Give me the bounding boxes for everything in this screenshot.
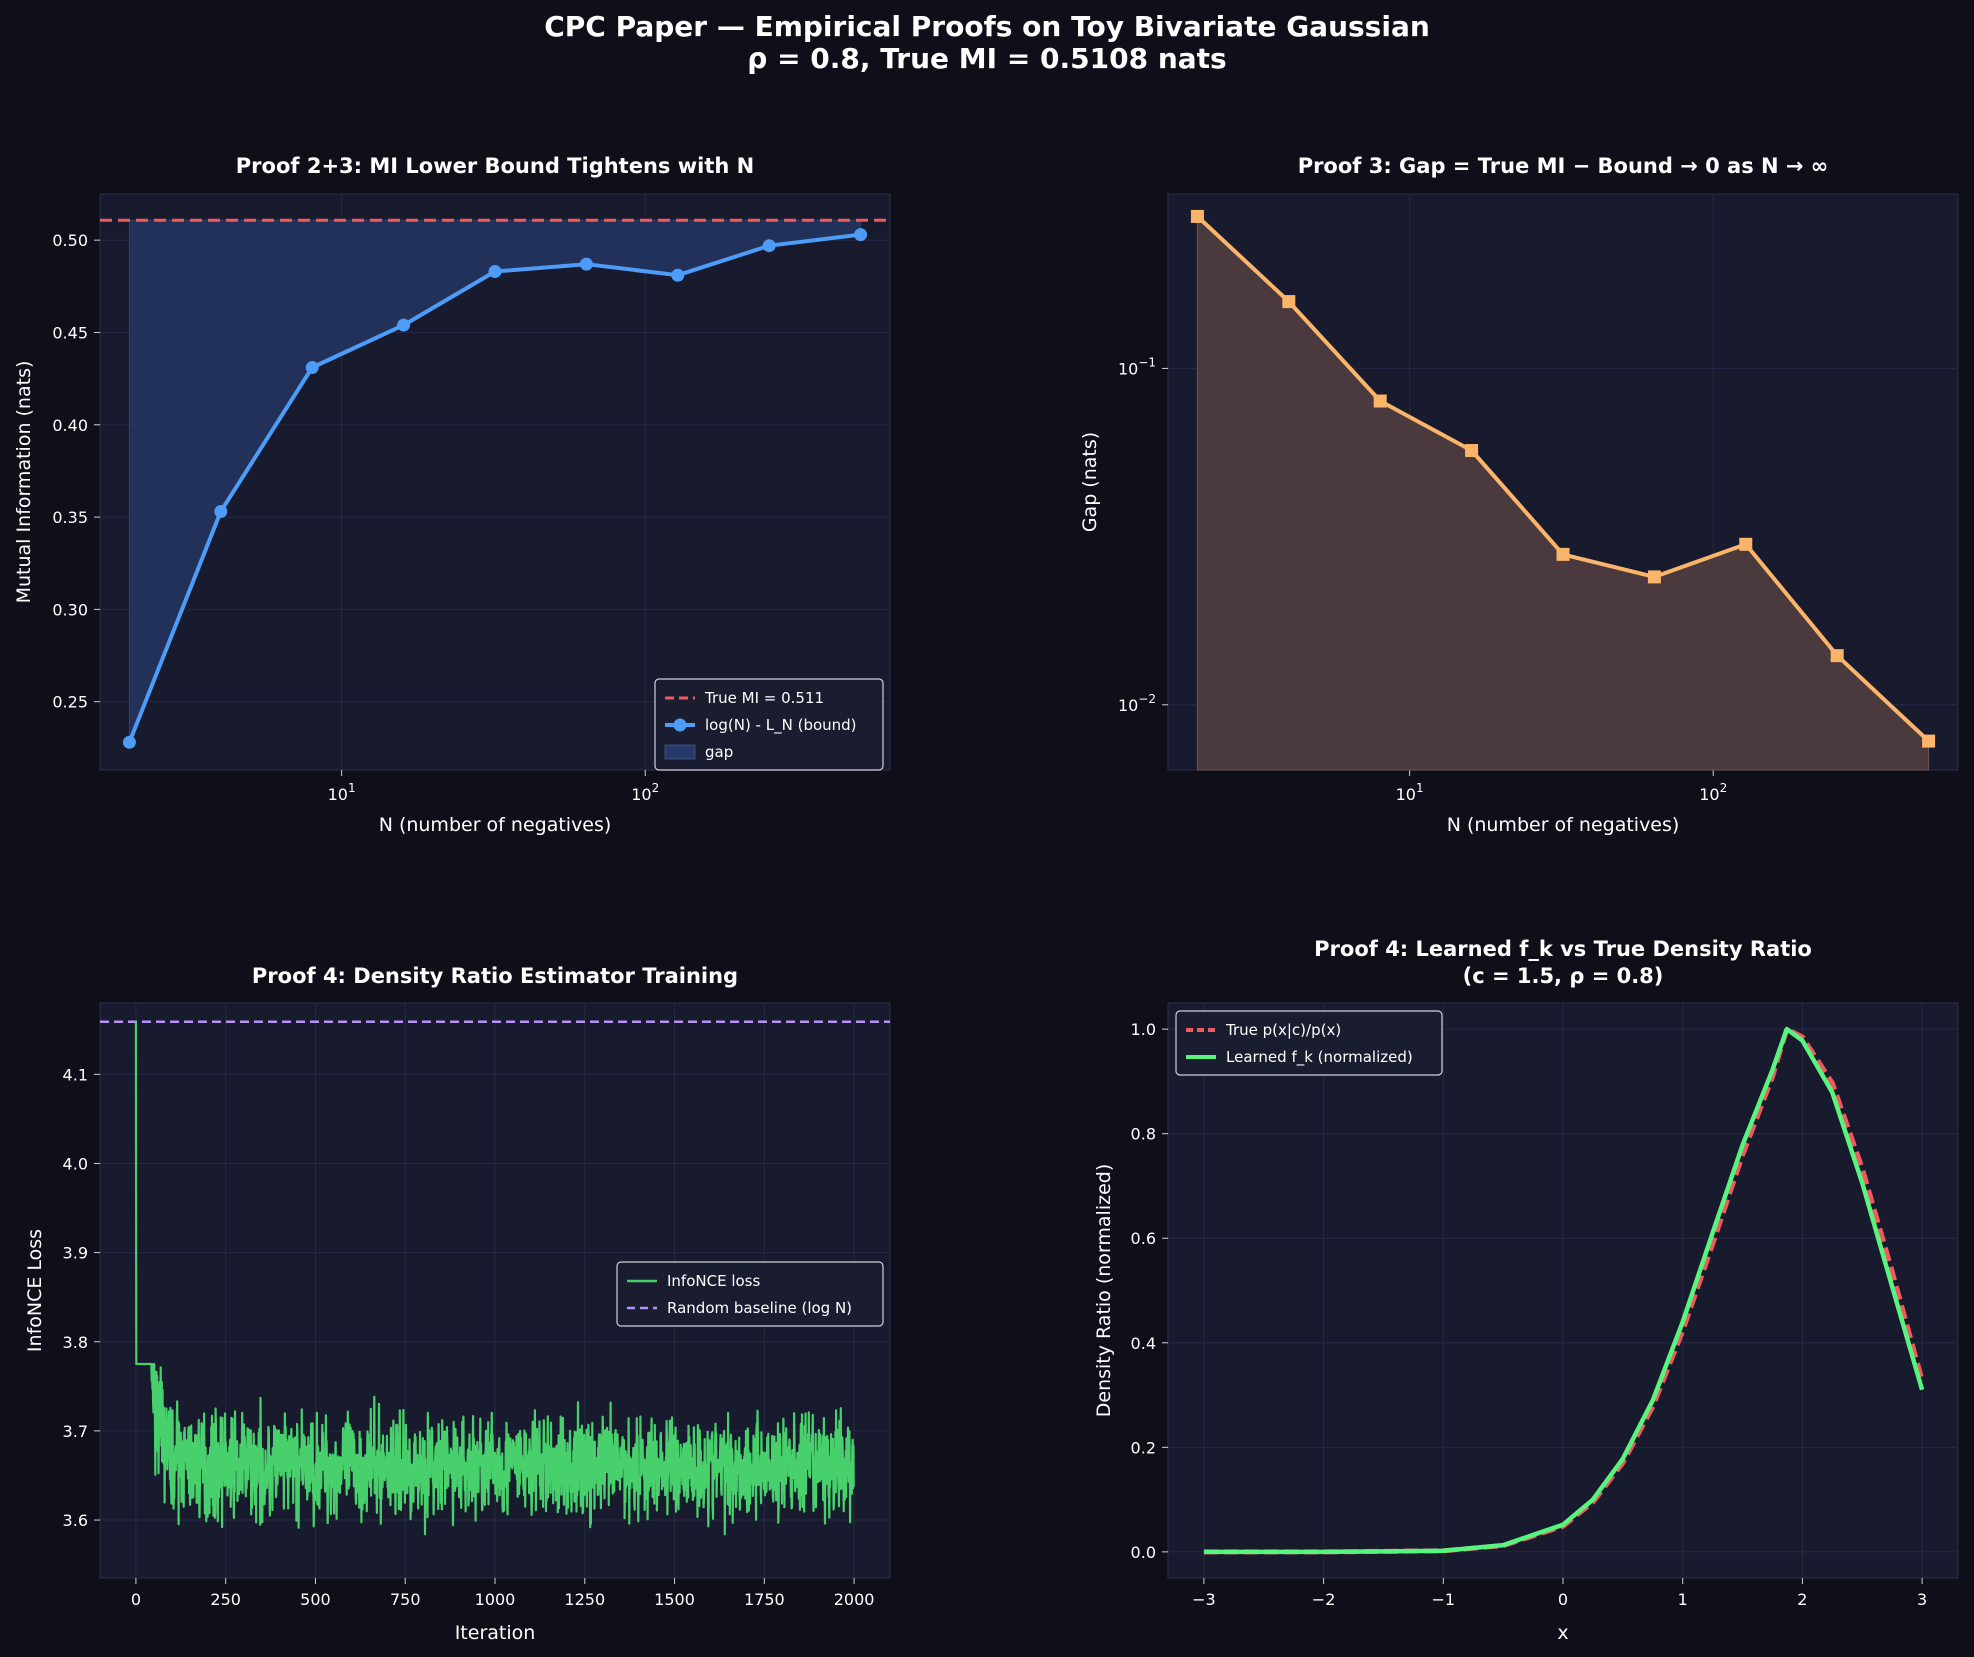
legend-entry: InfoNCE loss bbox=[627, 1272, 760, 1290]
y-axis-label: Gap (nats) bbox=[1079, 432, 1101, 532]
y-axis-label: InfoNCE Loss bbox=[24, 1229, 46, 1352]
y-tick-label: 10−2 bbox=[1118, 692, 1156, 715]
gap-point bbox=[1922, 734, 1936, 748]
y-tick-label: 0.0 bbox=[1131, 1543, 1156, 1562]
panel-subtitle: (c = 1.5, ρ = 0.8) bbox=[1463, 964, 1664, 988]
x-axis-label: Iteration bbox=[455, 1622, 536, 1644]
legend-label: Random baseline (log N) bbox=[667, 1299, 852, 1317]
y-tick-label: 3.9 bbox=[63, 1244, 88, 1263]
x-tick-label: 250 bbox=[210, 1590, 241, 1609]
legend-entry: True p(x|c)/p(x) bbox=[1186, 1021, 1341, 1039]
y-tick-label: 3.8 bbox=[63, 1333, 88, 1352]
panel-title: Proof 4: Learned f_k vs True Density Rat… bbox=[1314, 937, 1812, 961]
y-tick-label: 0.2 bbox=[1131, 1438, 1156, 1457]
panel-title: Proof 4: Density Ratio Estimator Trainin… bbox=[252, 964, 738, 988]
legend-entry: True MI = 0.511 bbox=[665, 689, 824, 707]
legend-label: InfoNCE loss bbox=[667, 1272, 760, 1290]
gap-point bbox=[1556, 547, 1570, 561]
panel-training: 0 250 500 750 1000 1250 1500 1750 2000 3.6 3.7 3.8 3… bbox=[24, 964, 891, 1644]
y-tick-label: 0.45 bbox=[52, 323, 88, 342]
y-tick-label: 0.40 bbox=[52, 416, 88, 435]
bound-point bbox=[397, 318, 411, 332]
gap-point bbox=[1190, 209, 1204, 223]
gap-point bbox=[1465, 444, 1479, 458]
y-tick-label: 3.7 bbox=[63, 1422, 88, 1441]
y-tick-label: 0.6 bbox=[1131, 1229, 1156, 1248]
x-tick-label: 1000 bbox=[475, 1590, 516, 1609]
bound-point bbox=[488, 265, 502, 279]
legend-entry: gap bbox=[664, 743, 733, 761]
legend-label: Learned f_k (normalized) bbox=[1226, 1048, 1413, 1067]
y-tick-label: 0.50 bbox=[52, 231, 88, 250]
x-axis-label: N (number of negatives) bbox=[379, 814, 612, 836]
x-tick-label: 0 bbox=[131, 1590, 141, 1609]
x-tick-label: 0 bbox=[1558, 1590, 1568, 1609]
bound-point bbox=[762, 239, 776, 253]
legend-label: log(N) - L_N (bound) bbox=[705, 716, 857, 735]
x-tick-label: −1 bbox=[1432, 1590, 1456, 1609]
x-tick-label: 2000 bbox=[834, 1590, 875, 1609]
bound-point bbox=[671, 268, 685, 282]
y-tick-label: 0.35 bbox=[52, 508, 88, 527]
x-tick-label: 102 bbox=[631, 781, 659, 804]
gap-point bbox=[1647, 570, 1661, 584]
bound-point bbox=[214, 505, 228, 519]
y-tick-label: 0.30 bbox=[52, 600, 88, 619]
legend-marker bbox=[673, 718, 687, 732]
gap-point bbox=[1282, 295, 1296, 309]
y-axis-label: Mutual Information (nats) bbox=[13, 361, 35, 604]
panel-title: Proof 3: Gap = True MI − Bound → 0 as N … bbox=[1298, 154, 1829, 178]
legend-box bbox=[1175, 1010, 1443, 1076]
bound-point bbox=[854, 228, 868, 242]
bound-point bbox=[305, 361, 319, 375]
gap-point bbox=[1373, 394, 1387, 408]
x-tick-label: 102 bbox=[1699, 781, 1727, 804]
x-axis-label: N (number of negatives) bbox=[1447, 814, 1680, 836]
y-tick-label: 0.25 bbox=[52, 693, 88, 712]
x-tick-label: −3 bbox=[1192, 1590, 1216, 1609]
x-tick-label: 3 bbox=[1917, 1590, 1927, 1609]
x-tick-label: 2 bbox=[1797, 1590, 1807, 1609]
y-tick-label: 0.4 bbox=[1131, 1334, 1156, 1353]
learned-ratio-line bbox=[1203, 1026, 1925, 1555]
y-axis-label: Density Ratio (normalized) bbox=[1093, 1164, 1115, 1418]
bound-point bbox=[579, 257, 593, 271]
y-tick-label: 0.8 bbox=[1131, 1125, 1156, 1144]
bound-point bbox=[122, 735, 136, 749]
x-tick-label: 1500 bbox=[654, 1590, 695, 1609]
legend-entry: Learned f_k (normalized) bbox=[1186, 1048, 1413, 1067]
figure-subtitle: ρ = 0.8, True MI = 0.5108 nats bbox=[747, 42, 1227, 75]
x-tick-label: −2 bbox=[1312, 1590, 1336, 1609]
x-tick-label: 101 bbox=[328, 781, 356, 804]
gap-point bbox=[1739, 537, 1753, 551]
x-tick-label: 750 bbox=[390, 1590, 421, 1609]
gap-point bbox=[1830, 649, 1844, 663]
y-tick-label: 10−1 bbox=[1118, 355, 1156, 378]
x-tick-label: 1750 bbox=[744, 1590, 785, 1609]
panel-density_ratio: −3 −2 −1 0 1 2 3 0.0 0.2 0.4 0.6 0.8 1.0 Proof 4: Lea… bbox=[1093, 937, 1959, 1644]
legend-box bbox=[654, 678, 884, 771]
y-tick-label: 1.0 bbox=[1131, 1020, 1156, 1039]
legend-entry: Random baseline (log N) bbox=[627, 1299, 852, 1317]
legend-label: gap bbox=[705, 743, 733, 761]
legend-label: True MI = 0.511 bbox=[704, 689, 824, 707]
legend-box bbox=[616, 1261, 884, 1327]
y-tick-label: 3.6 bbox=[63, 1511, 88, 1530]
infonce-loss-line bbox=[134, 1021, 855, 1536]
panel-mi_bound: 101 102 0.25 0.30 0.35 0.40 0.45 0.50 Proof 2+3:… bbox=[13, 154, 891, 836]
legend-swatch bbox=[664, 744, 696, 760]
panel-gap: 101 102 10−2 10−1 Proof 3: Gap = True MI − B… bbox=[1079, 154, 1959, 836]
legend-label: True p(x|c)/p(x) bbox=[1225, 1021, 1341, 1039]
x-tick-label: 1250 bbox=[564, 1590, 605, 1609]
panel-title: Proof 2+3: MI Lower Bound Tightens with … bbox=[236, 154, 754, 178]
x-tick-label: 1 bbox=[1678, 1590, 1688, 1609]
x-axis-label: x bbox=[1557, 1622, 1568, 1644]
y-tick-label: 4.0 bbox=[63, 1154, 88, 1173]
figure-title: CPC Paper — Empirical Proofs on Toy Biva… bbox=[544, 10, 1430, 43]
legend-entry: log(N) - L_N (bound) bbox=[665, 716, 857, 735]
x-tick-label: 101 bbox=[1396, 781, 1424, 804]
x-tick-label: 500 bbox=[300, 1590, 331, 1609]
y-tick-label: 4.1 bbox=[63, 1065, 88, 1084]
